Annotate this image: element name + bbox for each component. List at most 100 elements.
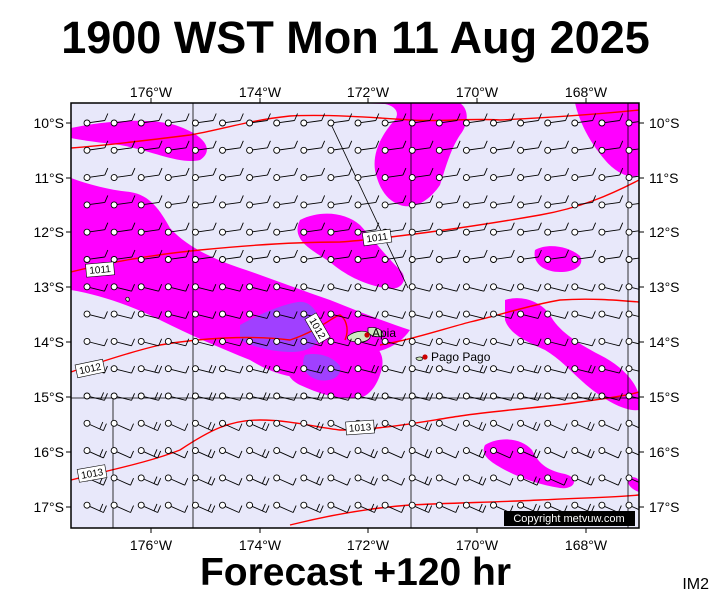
wind-barb <box>381 249 407 263</box>
latitude-labels-right: 10°S 11°S 12°S 13°S 14°S 15°S 16°S 17°S <box>649 115 680 515</box>
place-apia: Apia <box>364 326 396 340</box>
lat-label-left: 11°S <box>35 170 64 186</box>
wind-barb <box>110 249 136 263</box>
wind-barb <box>110 501 134 513</box>
wind-barb <box>137 419 162 432</box>
wind-barb <box>327 140 353 154</box>
wind-barb <box>354 392 379 401</box>
wind-barb <box>544 365 569 374</box>
wind-barb <box>110 474 134 486</box>
wind-barb <box>110 140 136 154</box>
wind-barb <box>544 419 568 432</box>
wind-barb <box>137 501 162 513</box>
wind-barb <box>164 195 190 209</box>
wind-barb <box>408 392 434 401</box>
lat-label-right: 14°S <box>649 334 680 350</box>
wind-barb <box>490 419 514 432</box>
lat-label-right: 15°S <box>649 389 680 405</box>
lat-label-right: 13°S <box>649 279 680 295</box>
wind-barb <box>435 140 461 154</box>
isobar-label: 1012 <box>74 358 106 379</box>
wind-barb <box>435 419 460 432</box>
wind-barb <box>354 337 379 347</box>
wind-barb <box>164 140 190 154</box>
wind-barb <box>219 113 244 127</box>
wind-barb <box>598 249 624 263</box>
wind-barb <box>191 167 217 182</box>
wind-barb <box>327 222 353 236</box>
wind-barb <box>137 364 163 374</box>
wind-barb <box>435 167 461 182</box>
longitude-labels-top: 176°W 174°W 172°W 170°W 168°W <box>130 84 608 100</box>
wind-barb <box>625 256 639 263</box>
lon-label-top: 170°W <box>456 84 499 100</box>
wind-barb <box>354 283 379 292</box>
wind-barb <box>137 113 163 127</box>
wind-barb <box>462 167 488 182</box>
wind-barb <box>273 113 298 127</box>
wind-barb <box>219 140 244 154</box>
wind-barb <box>490 113 515 127</box>
wind-barb <box>273 337 298 347</box>
wind-barb <box>625 310 639 318</box>
wind-barb <box>517 195 542 209</box>
wind-barb <box>164 392 190 401</box>
wind-barb <box>246 222 271 236</box>
isobar-label: 1011 <box>85 261 115 278</box>
wind-barb <box>571 474 595 486</box>
lat-label-left: 14°S <box>33 334 64 350</box>
wind-barb <box>544 195 569 209</box>
wind-barb <box>598 419 622 432</box>
wind-barb <box>462 474 487 486</box>
wind-barb <box>571 447 595 459</box>
wind-barb <box>462 222 488 236</box>
place-marker <box>422 354 428 360</box>
wind-barb <box>137 167 163 182</box>
copyright-text: Copyright metvuw.com <box>513 513 624 525</box>
wind-barb <box>164 249 190 263</box>
wind-barb <box>300 140 326 154</box>
wind-barb <box>571 113 597 127</box>
lat-label-left: 10°S <box>33 115 64 131</box>
wind-barb <box>110 337 135 347</box>
isobar-label-text: 1013 <box>349 422 372 435</box>
wind-barb <box>219 222 244 236</box>
wind-barbs <box>83 113 639 513</box>
wind-barb <box>625 337 639 345</box>
wind-barb <box>598 474 622 486</box>
lat-label-right: 16°S <box>649 444 680 460</box>
wind-barb <box>83 113 109 127</box>
wind-barb <box>300 222 326 236</box>
wind-barb <box>408 167 434 182</box>
wind-barb <box>408 419 433 432</box>
wind-barb <box>110 167 136 182</box>
wind-barb <box>598 365 623 374</box>
wind-barb <box>300 419 324 432</box>
wind-barb <box>435 365 461 374</box>
lon-label-bottom: 168°W <box>565 537 608 553</box>
wind-barb <box>435 337 461 347</box>
wind-barb <box>219 392 244 401</box>
wind-barb <box>408 249 434 263</box>
wind-barb <box>191 337 217 347</box>
wind-barb <box>408 501 433 513</box>
wind-barb <box>110 283 135 292</box>
wind-barb <box>354 140 380 154</box>
lat-label-right: 11°S <box>649 170 678 186</box>
wind-barb <box>462 392 488 401</box>
wind-barb <box>517 337 542 347</box>
wind-barb <box>490 167 515 182</box>
wind-barb <box>381 337 406 347</box>
wind-barb <box>490 283 515 292</box>
wind-barb <box>381 167 407 182</box>
wind-barb <box>462 249 488 263</box>
land-masses <box>125 296 423 361</box>
lon-label-top: 168°W <box>565 84 608 100</box>
wind-barb <box>408 474 433 486</box>
wind-barb <box>327 195 353 209</box>
wind-barb <box>544 140 569 154</box>
wind-barb <box>327 447 351 459</box>
isobar-label-text: 1011 <box>89 264 112 277</box>
wind-barb <box>408 310 434 319</box>
wind-barb <box>110 113 136 127</box>
